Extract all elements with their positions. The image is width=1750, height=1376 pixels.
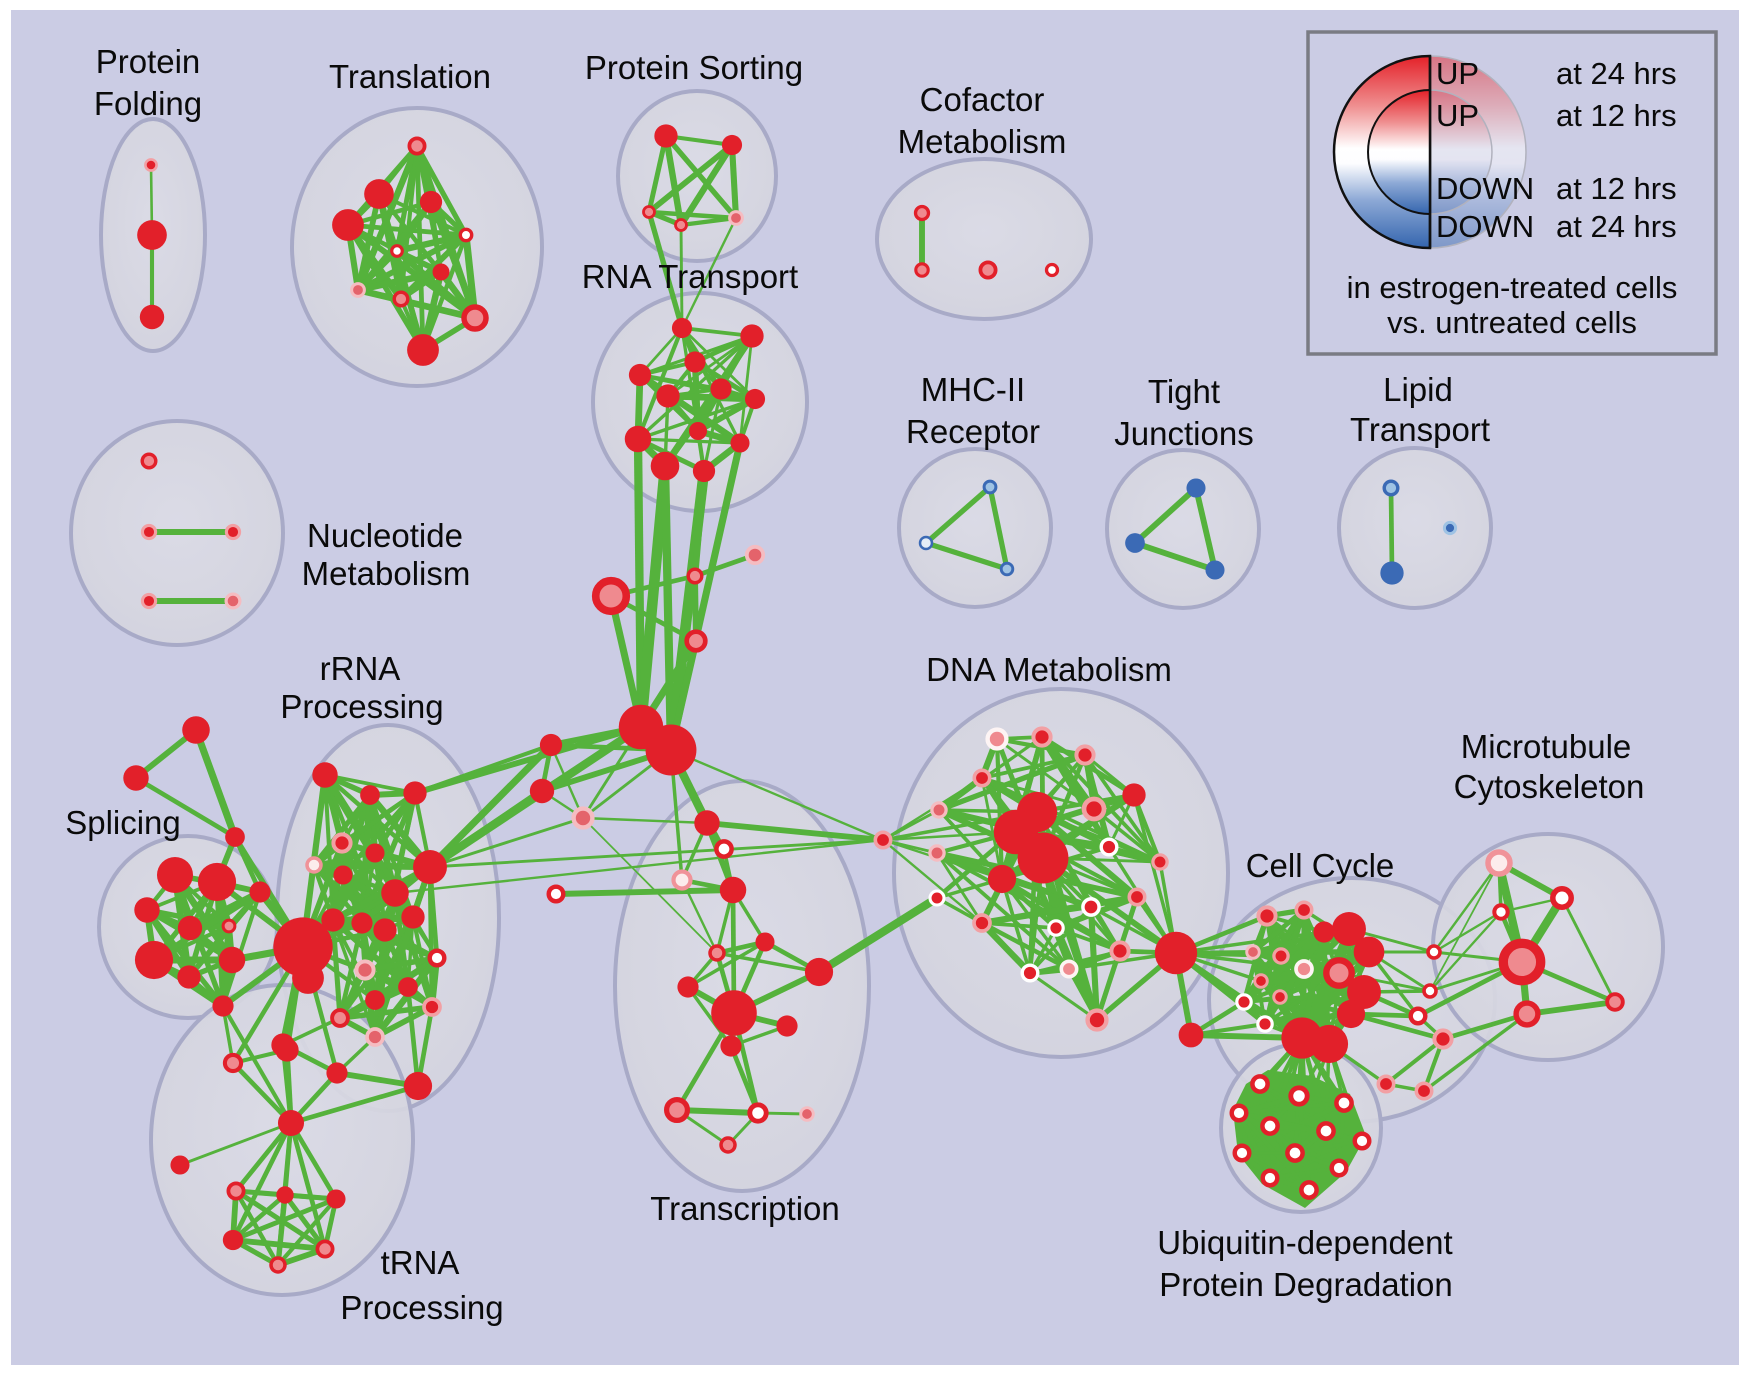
svg-text:Junctions: Junctions: [1114, 415, 1253, 452]
svg-text:Protein Degradation: Protein Degradation: [1159, 1266, 1453, 1303]
svg-text:Microtubule: Microtubule: [1461, 728, 1632, 765]
svg-text:Receptor: Receptor: [906, 413, 1040, 450]
svg-text:Cofactor: Cofactor: [920, 81, 1045, 118]
svg-text:Splicing: Splicing: [65, 804, 181, 841]
svg-text:Transport: Transport: [1350, 411, 1490, 448]
svg-text:Protein: Protein: [96, 43, 201, 80]
svg-text:at 24 hrs: at 24 hrs: [1556, 56, 1677, 91]
svg-text:Lipid: Lipid: [1383, 371, 1453, 408]
svg-text:Ubiquitin-dependent: Ubiquitin-dependent: [1157, 1224, 1452, 1261]
svg-text:tRNA: tRNA: [381, 1244, 460, 1281]
svg-text:RNA Transport: RNA Transport: [582, 258, 798, 295]
svg-text:Cell Cycle: Cell Cycle: [1246, 847, 1395, 884]
svg-text:Nucleotide: Nucleotide: [307, 517, 463, 554]
svg-text:UP: UP: [1436, 56, 1479, 91]
svg-text:rRNA: rRNA: [320, 650, 401, 687]
svg-text:Translation: Translation: [329, 58, 491, 95]
svg-text:at 12 hrs: at 12 hrs: [1556, 98, 1677, 133]
svg-text:Folding: Folding: [94, 85, 202, 122]
svg-text:Cytoskeleton: Cytoskeleton: [1454, 768, 1645, 805]
svg-text:in estrogen-treated cells: in estrogen-treated cells: [1347, 270, 1678, 305]
svg-text:UP: UP: [1436, 98, 1479, 133]
svg-text:MHC-II: MHC-II: [921, 371, 1025, 408]
svg-text:DOWN: DOWN: [1436, 209, 1534, 244]
svg-text:Transcription: Transcription: [650, 1190, 840, 1227]
svg-text:at 12 hrs: at 12 hrs: [1556, 171, 1677, 206]
svg-text:Metabolism: Metabolism: [302, 555, 471, 592]
svg-text:Processing: Processing: [280, 688, 443, 725]
svg-text:Processing: Processing: [340, 1289, 503, 1326]
svg-text:Protein Sorting: Protein Sorting: [585, 49, 803, 86]
svg-text:at 24 hrs: at 24 hrs: [1556, 209, 1677, 244]
svg-text:Tight: Tight: [1148, 373, 1220, 410]
svg-text:DNA Metabolism: DNA Metabolism: [926, 651, 1172, 688]
svg-text:Metabolism: Metabolism: [898, 123, 1067, 160]
svg-text:DOWN: DOWN: [1436, 171, 1534, 206]
svg-text:vs. untreated cells: vs. untreated cells: [1387, 305, 1637, 340]
